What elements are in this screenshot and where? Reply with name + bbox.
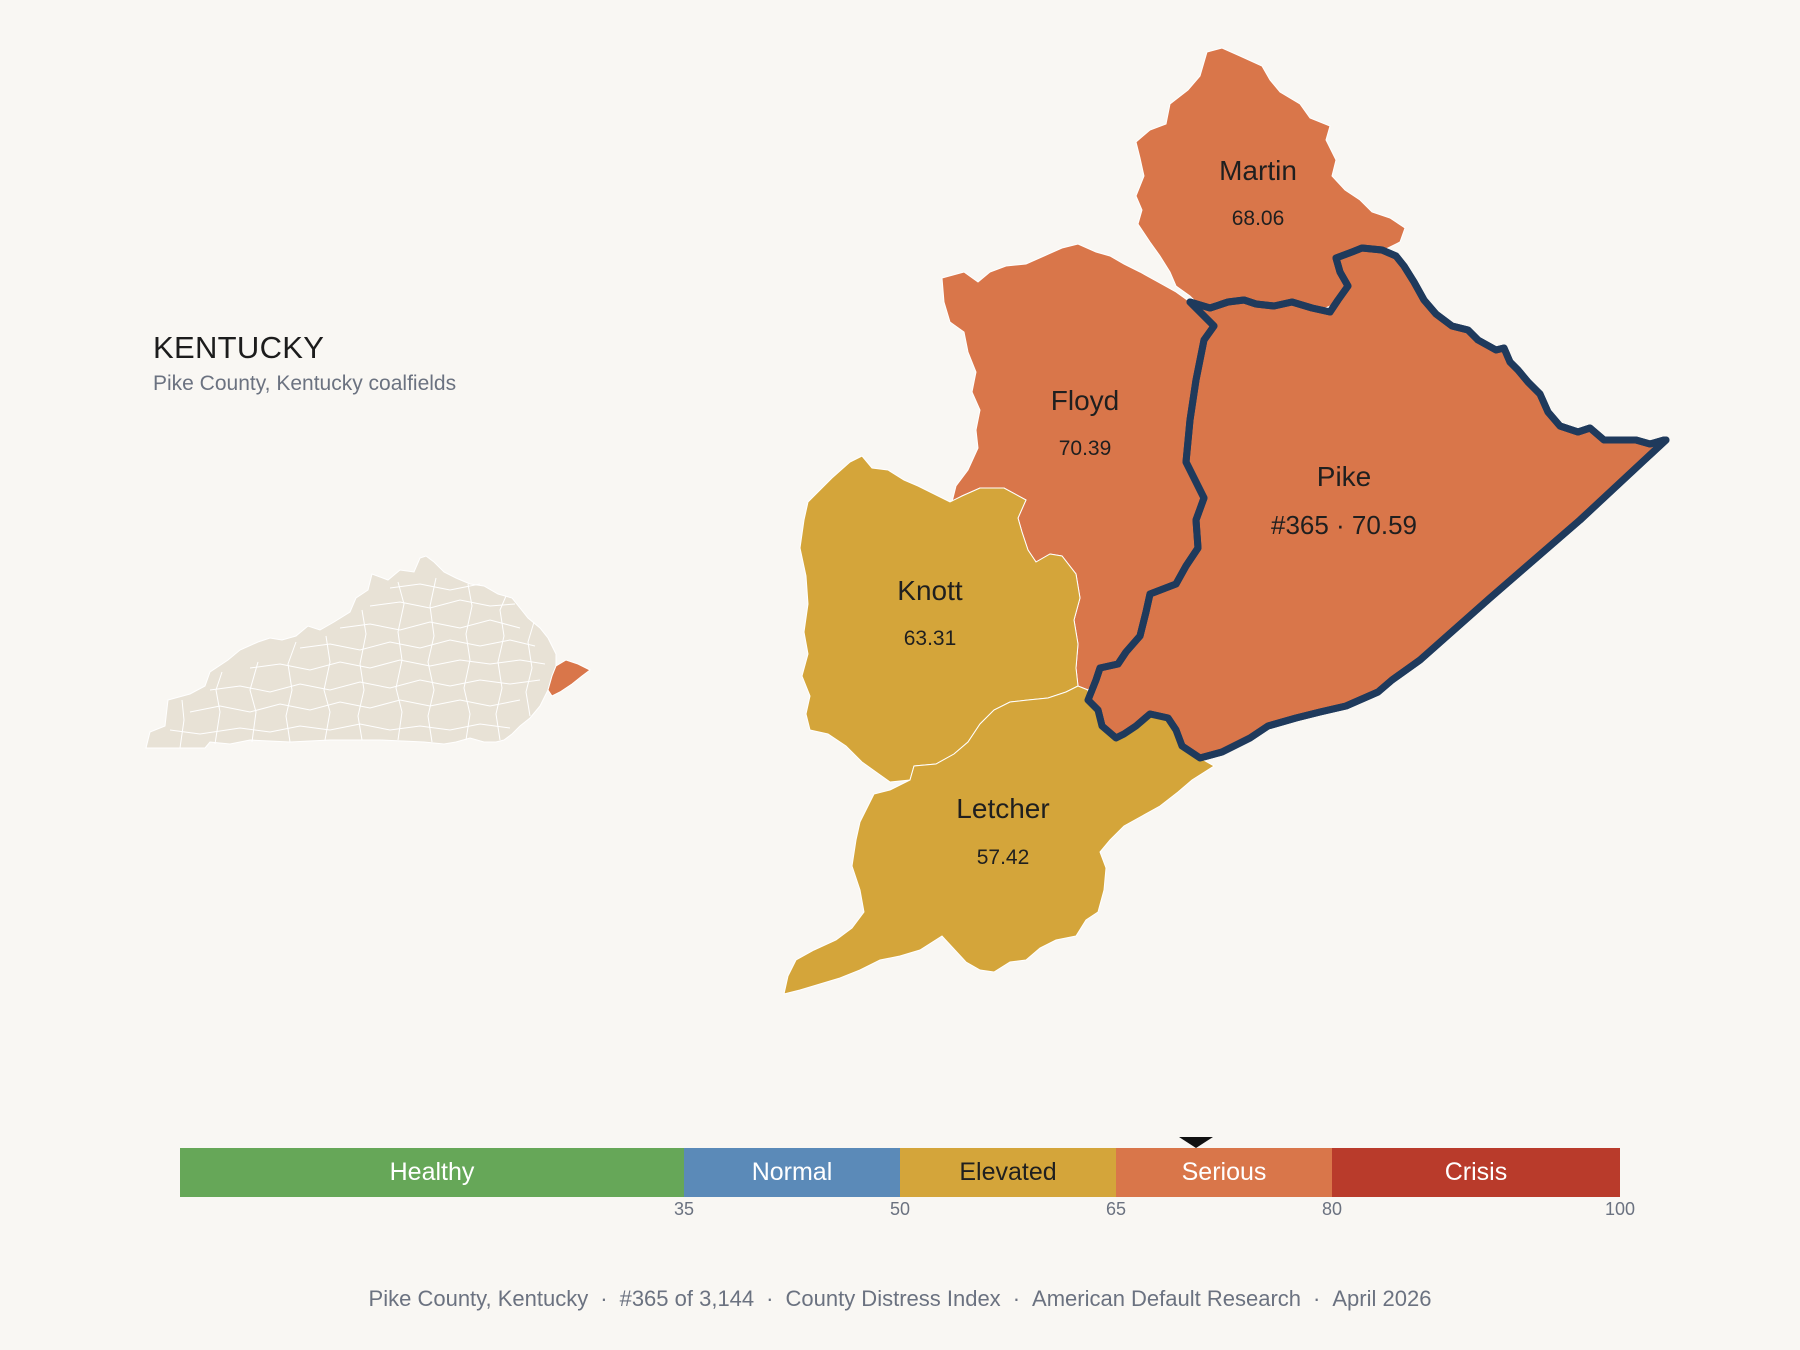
scale-segment-elevated: Elevated [900,1148,1116,1197]
kentucky-inset-map [145,555,591,749]
label-letcher-name: Letcher [956,793,1049,824]
scale-segment-healthy: Healthy [180,1148,684,1197]
pike-boundary-redraw [1084,244,1670,762]
scale-tick-35: 35 [673,1199,695,1219]
footer-date: April 2026 [1332,1286,1432,1311]
label-martin-score: 68.06 [1232,207,1285,230]
label-knott-name: Knott [897,575,963,606]
state-title: KENTUCKY [153,330,325,365]
kentucky-state-shape [145,555,557,749]
footer-rank: #365 of 3,144 [619,1286,755,1311]
distress-scale-bar: Healthy Normal Elevated Serious Crisis [180,1148,1620,1197]
pike-county-highlight [547,659,591,697]
state-subtitle: Pike County, Kentucky coalfields [153,372,457,395]
inset-county-lines [169,577,546,749]
label-martin-name: Martin [1219,155,1297,186]
footer-source: American Default Research [1032,1286,1302,1311]
scale-tick-80: 80 [1321,1199,1343,1219]
label-letcher-score: 57.42 [977,846,1030,869]
region-map: Martin 68.06 Floyd 70.39 Pike #365 · 70.… [783,47,1670,995]
county-letcher[interactable] [783,685,1215,995]
footer: Pike County, Kentucky · #365 of 3,144 · Coun… [368,1286,1432,1311]
label-pike-score: #365 · 70.59 [1271,510,1417,540]
score-marker-icon [1179,1137,1214,1148]
label-knott-score: 63.31 [904,627,957,650]
label-floyd-name: Floyd [1051,385,1119,416]
scale-tick-50: 50 [889,1199,911,1219]
scale-segment-serious: Serious [1116,1148,1332,1197]
label-pike-name: Pike [1317,461,1371,492]
footer-county: Pike County, Kentucky [368,1286,589,1311]
label-floyd-score: 70.39 [1059,437,1112,460]
scale-tick-100: 100 [1604,1199,1636,1219]
scale-tick-65: 65 [1105,1199,1127,1219]
scale-segment-normal: Normal [684,1148,900,1197]
scale-segment-crisis: Crisis [1332,1148,1620,1197]
footer-index: County Distress Index [785,1286,1001,1311]
